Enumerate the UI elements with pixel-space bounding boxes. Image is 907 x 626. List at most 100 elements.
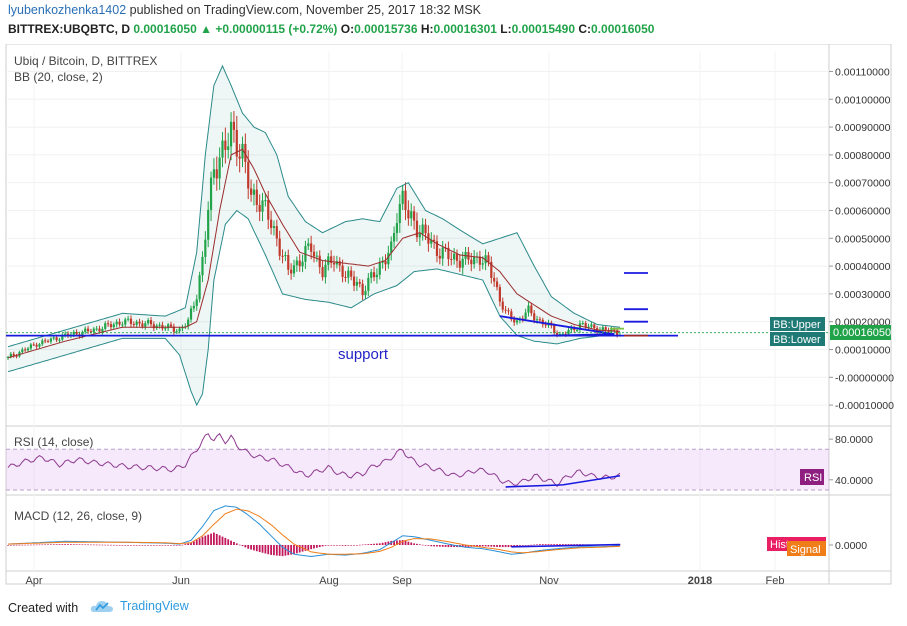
macd-histogram-bar bbox=[573, 544, 576, 545]
macd-histogram-bar bbox=[270, 545, 273, 555]
macd-histogram-bar bbox=[318, 545, 321, 548]
macd-histogram-bar bbox=[521, 545, 524, 546]
candle-body bbox=[312, 251, 316, 257]
signal-tag-text: Signal bbox=[790, 544, 821, 556]
candle-body bbox=[64, 333, 67, 335]
macd-histogram-bar bbox=[250, 545, 252, 550]
macd-histogram-bar bbox=[118, 544, 121, 546]
candle-body bbox=[581, 322, 584, 324]
macd-histogram-bar bbox=[24, 544, 27, 546]
ohlc-line: BITTREX:UBQBTC, D 0.00016050 ▲ +0.000001… bbox=[8, 22, 654, 36]
candle-body bbox=[484, 255, 487, 264]
rsi-trendline bbox=[562, 474, 621, 486]
macd-histogram-bar bbox=[7, 545, 9, 546]
time-tick-label: Feb bbox=[766, 575, 785, 587]
candle-body bbox=[481, 263, 484, 265]
macd-histogram-bar bbox=[127, 545, 130, 546]
macd-histogram-bar bbox=[467, 545, 470, 547]
candle-body bbox=[404, 190, 407, 211]
candle-body bbox=[372, 272, 376, 278]
macd-histogram-bar bbox=[413, 543, 415, 545]
candle-body bbox=[490, 261, 493, 278]
candle-body bbox=[590, 324, 593, 327]
macd-histogram-bar bbox=[101, 544, 104, 546]
macd-histogram-bar bbox=[70, 544, 72, 545]
macd-histogram-bar bbox=[164, 545, 167, 546]
macd-trendline bbox=[511, 543, 621, 548]
candle-body bbox=[310, 243, 313, 252]
macd-histogram-bar bbox=[95, 544, 98, 546]
macd-histogram-bar bbox=[115, 544, 118, 546]
macd-histogram-bar bbox=[218, 535, 221, 545]
candle-body bbox=[52, 337, 55, 339]
signal-line bbox=[7, 508, 621, 555]
macd-histogram-bar bbox=[255, 545, 258, 552]
macd-histogram-bar bbox=[258, 545, 261, 553]
macd-histogram-bar bbox=[273, 545, 275, 556]
candle-body bbox=[601, 327, 604, 330]
macd-histogram-bar bbox=[381, 542, 384, 545]
candle-body bbox=[75, 331, 78, 335]
candle-body bbox=[327, 256, 330, 265]
support-annotation: support bbox=[338, 346, 389, 363]
author-link[interactable]: lyubenkozhenka1402 bbox=[8, 3, 127, 17]
candle-body bbox=[430, 239, 433, 244]
macd-histogram-bar bbox=[278, 545, 281, 556]
candle-body bbox=[55, 337, 58, 341]
macd-histogram-bar bbox=[441, 545, 444, 547]
tradingview-link[interactable]: TradingView bbox=[90, 598, 189, 614]
macd-histogram-bar bbox=[124, 545, 127, 546]
candle-body bbox=[112, 324, 115, 328]
macd-histogram-bar bbox=[559, 544, 561, 545]
macd-histogram-bar bbox=[152, 545, 155, 546]
candle-body bbox=[275, 226, 278, 239]
chart-header: lyubenkozhenka1402 published on TradingV… bbox=[0, 0, 907, 44]
bb-lower-tag-text: BB:Lower bbox=[773, 334, 821, 346]
macd-histogram-bar bbox=[315, 545, 318, 548]
macd-histogram-bar bbox=[407, 541, 410, 545]
macd-histogram-bar bbox=[570, 544, 573, 545]
candle-body bbox=[398, 204, 401, 224]
price-tick-label: -0.00010000 bbox=[835, 400, 894, 412]
candle-body bbox=[358, 282, 361, 284]
candle-body bbox=[167, 324, 170, 329]
macd-histogram-bar bbox=[135, 545, 138, 546]
macd-histogram-bar bbox=[481, 545, 484, 547]
candle-body bbox=[241, 143, 244, 159]
candle-body bbox=[335, 261, 338, 265]
macd-histogram-bar bbox=[464, 545, 467, 548]
candle-body bbox=[267, 200, 270, 220]
macd-histogram-bar bbox=[576, 544, 579, 545]
low-label: L: bbox=[500, 22, 512, 36]
candle-body bbox=[355, 282, 358, 286]
price-chart[interactable]: 0.00110000 0.00100000 0.00090000 0.00080000… bbox=[0, 44, 907, 596]
candle-body bbox=[278, 238, 281, 256]
macd-histogram-bar bbox=[167, 545, 170, 546]
open-value: 0.00015736 bbox=[354, 22, 418, 36]
candle-body bbox=[106, 323, 110, 325]
macd-histogram-bar bbox=[561, 544, 564, 545]
candle-body bbox=[255, 189, 258, 205]
candle-body bbox=[35, 344, 38, 347]
candle-body bbox=[478, 256, 481, 265]
macd-histogram-bar bbox=[307, 545, 310, 550]
macd-histogram-bar bbox=[333, 545, 335, 546]
candle-body bbox=[307, 243, 310, 247]
macd-histogram-bar bbox=[244, 545, 247, 548]
candle-body bbox=[604, 327, 607, 331]
macd-histogram-bar bbox=[261, 545, 264, 553]
macd-histogram-bar bbox=[38, 544, 41, 546]
time-tick-label: 2018 bbox=[688, 575, 712, 587]
time-tick-label: Apr bbox=[25, 575, 42, 587]
macd-histogram-bar bbox=[275, 545, 278, 556]
candle-body bbox=[461, 258, 464, 268]
macd-histogram-bar bbox=[310, 545, 313, 550]
macd-histogram-bar bbox=[238, 544, 241, 546]
candle-body bbox=[410, 211, 413, 219]
candle-body bbox=[570, 327, 573, 330]
candle-body bbox=[247, 161, 250, 189]
macd-histogram-bar bbox=[18, 544, 21, 546]
candle-body bbox=[15, 355, 18, 357]
macd-histogram-bar bbox=[450, 545, 453, 548]
price-tag-text: 0.00016050 bbox=[833, 327, 891, 339]
